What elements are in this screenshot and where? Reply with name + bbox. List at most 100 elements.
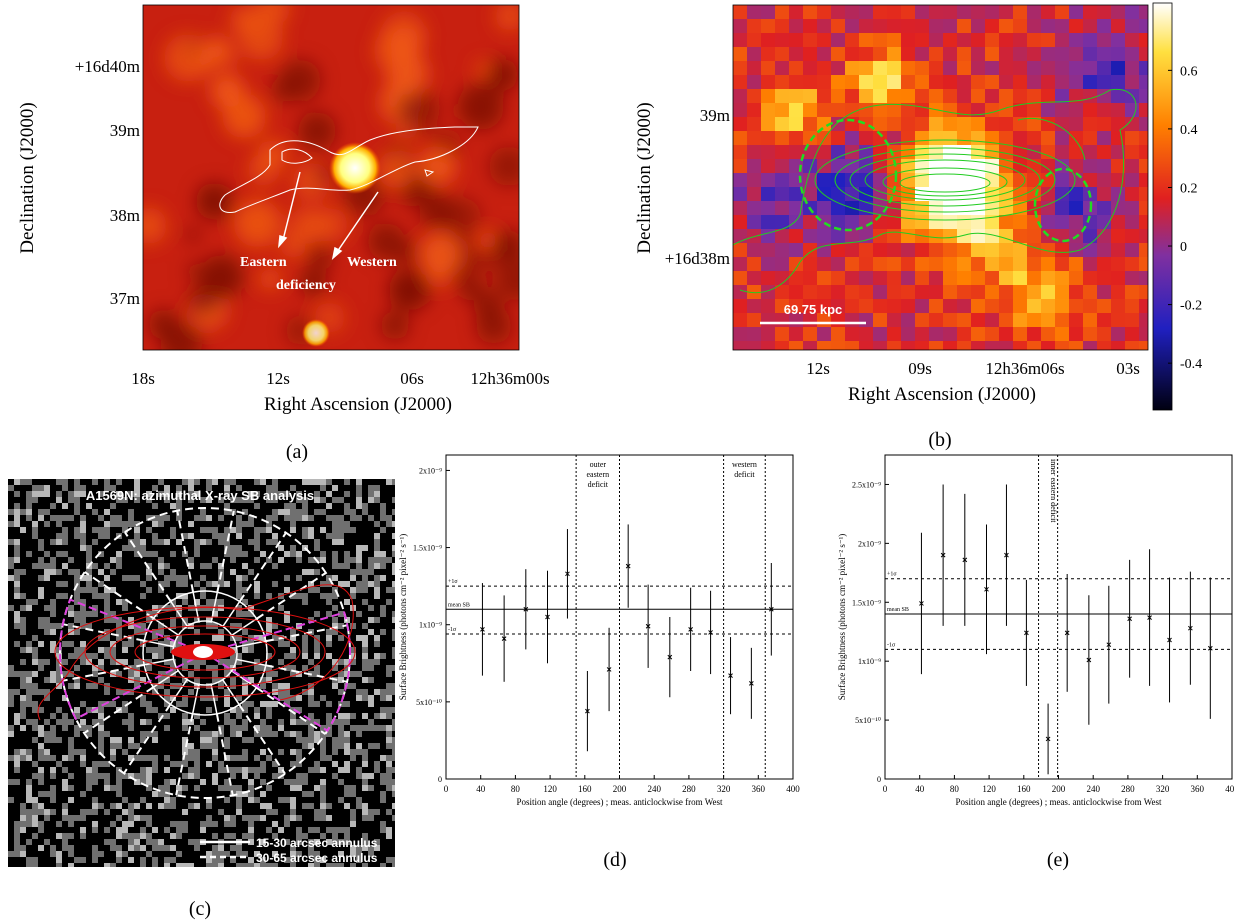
noise-pixel (176, 581, 182, 587)
texture-blob (313, 166, 332, 185)
noise-pixel (320, 785, 326, 791)
noise-pixel (50, 557, 56, 563)
map-pixel (817, 201, 832, 216)
noise-pixel (80, 527, 86, 533)
noise-pixel (116, 557, 122, 563)
noise-pixel (290, 665, 296, 671)
map-pixel (1055, 75, 1070, 90)
noise-pixel (386, 689, 392, 695)
noise-pixel (272, 851, 278, 857)
noise-pixel (32, 815, 38, 821)
noise-pixel (368, 695, 374, 701)
map-pixel (733, 243, 748, 258)
noise-pixel (308, 713, 314, 719)
noise-pixel (74, 713, 80, 719)
map-pixel (733, 299, 748, 314)
map-pixel (943, 243, 958, 258)
noise-pixel (296, 779, 302, 785)
noise-pixel (290, 671, 296, 677)
x-tick-label: 200 (1052, 784, 1066, 794)
noise-pixel (14, 551, 20, 557)
noise-pixel (62, 527, 68, 533)
noise-pixel (272, 581, 278, 587)
noise-pixel (260, 779, 266, 785)
noise-pixel (56, 863, 62, 867)
noise-pixel (194, 617, 200, 623)
noise-pixel (146, 587, 152, 593)
noise-pixel (74, 599, 80, 605)
x-tick-label: 200 (613, 784, 627, 794)
noise-pixel (176, 641, 182, 647)
noise-pixel (272, 833, 278, 839)
noise-pixel (80, 491, 86, 497)
noise-pixel (290, 779, 296, 785)
texture-blob (258, 267, 282, 290)
x-tick-label: 120 (982, 784, 996, 794)
noise-pixel (20, 527, 26, 533)
noise-pixel (278, 605, 284, 611)
x-axis-title: Right Ascension (J2000) (848, 384, 1036, 405)
noise-pixel (134, 527, 140, 533)
noise-pixel (344, 785, 350, 791)
noise-pixel (212, 749, 218, 755)
noise-pixel (44, 509, 50, 515)
noise-pixel (344, 521, 350, 527)
noise-pixel (128, 821, 134, 827)
noise-pixel (242, 611, 248, 617)
sector-divider (238, 532, 287, 603)
noise-pixel (218, 629, 224, 635)
map-pixel (733, 131, 748, 146)
map-pixel (859, 257, 874, 272)
map-pixel (1055, 271, 1070, 286)
map-pixel (901, 313, 916, 328)
noise-pixel (146, 779, 152, 785)
noise-pixel (104, 779, 110, 785)
sector-divider (255, 686, 326, 735)
noise-pixel (326, 515, 332, 521)
noise-pixel (308, 851, 314, 857)
noise-pixel (374, 635, 380, 641)
map-pixel (1125, 131, 1140, 146)
noise-pixel (302, 689, 308, 695)
noise-pixel (98, 725, 104, 731)
noise-pixel (332, 761, 338, 767)
map-pixel (747, 61, 762, 76)
noise-pixel (116, 617, 122, 623)
noise-pixel (236, 515, 242, 521)
map-pixel (1041, 229, 1056, 244)
map-pixel (1041, 201, 1056, 216)
colorbar-tick-label: 0.6 (1180, 64, 1198, 79)
noise-pixel (332, 497, 338, 503)
noise-pixel (356, 767, 362, 773)
x-tick-label: 160 (578, 784, 592, 794)
noise-pixel (104, 563, 110, 569)
noise-pixel (242, 629, 248, 635)
noise-pixel (134, 755, 140, 761)
noise-pixel (266, 785, 272, 791)
map-pixel (971, 229, 986, 244)
map-pixel (775, 159, 790, 174)
noise-pixel (392, 629, 395, 635)
noise-pixel (188, 749, 194, 755)
noise-pixel (374, 563, 380, 569)
map-pixel (747, 243, 762, 258)
map-pixel (1111, 257, 1126, 272)
noise-pixel (92, 563, 98, 569)
noise-pixel (278, 557, 284, 563)
noise-pixel (344, 491, 350, 497)
noise-pixel (338, 719, 344, 725)
noise-pixel (8, 779, 14, 785)
noise-pixel (302, 635, 308, 641)
noise-pixel (182, 665, 188, 671)
map-pixel (1069, 271, 1084, 286)
noise-pixel (260, 725, 266, 731)
noise-pixel (218, 725, 224, 731)
noise-pixel (32, 761, 38, 767)
noise-pixel (20, 803, 26, 809)
noise-pixel (38, 587, 44, 593)
texture-blob (495, 5, 519, 31)
noise-pixel (158, 653, 164, 659)
y-ticks: +16d40m 39m 38m 37m (75, 57, 140, 308)
noise-pixel (332, 773, 338, 779)
noise-pixel (14, 515, 20, 521)
